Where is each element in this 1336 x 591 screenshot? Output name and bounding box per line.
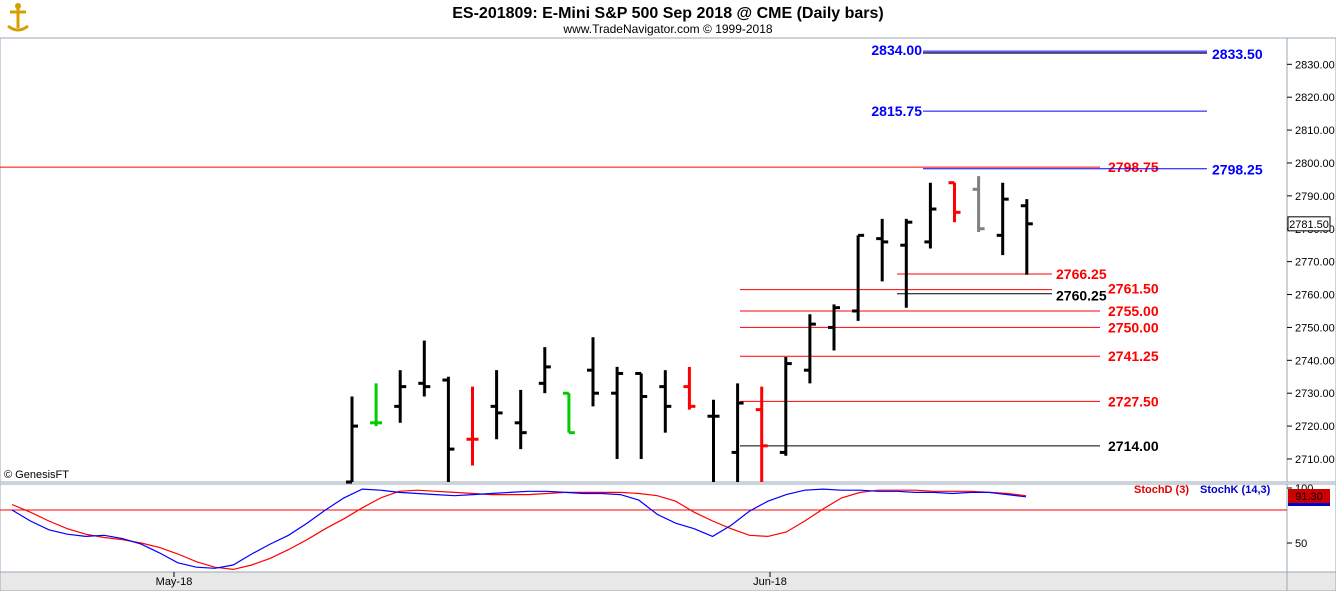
- stoch-last-tag: 91.30: [1288, 489, 1330, 506]
- level-label: 2727.50: [1108, 393, 1159, 409]
- y-tick-label: 2750.00: [1295, 322, 1335, 334]
- legend-stoch-k: StochK (14,3): [1200, 484, 1271, 496]
- stoch-tick-label: 50: [1295, 538, 1307, 550]
- ohlc-bar: [346, 396, 358, 484]
- level-label: 2761.50: [1108, 281, 1159, 297]
- y-tick-label: 2760.00: [1295, 290, 1335, 302]
- ohlc-bar: [828, 304, 840, 351]
- ohlc-bar: [852, 233, 865, 321]
- ohlc-bar: [562, 391, 575, 435]
- stoch-panel: [0, 483, 1288, 573]
- ohlc-bar: [514, 389, 527, 450]
- level-label: 2834.00: [871, 42, 922, 58]
- ohlc-bar: [900, 218, 913, 308]
- level-label: 2714.00: [1108, 438, 1159, 454]
- ohlc-bar: [731, 383, 744, 482]
- stoch-k-line: [11, 488, 1027, 569]
- last-price-label: 2781.50: [1289, 219, 1329, 231]
- stoch-d-line: [11, 489, 1027, 571]
- ohlc-bar: [779, 357, 792, 456]
- y-tick-label: 2820.00: [1295, 92, 1335, 104]
- ohlc-bar: [1020, 199, 1033, 275]
- ohlc-bar: [442, 376, 455, 482]
- y-tick-label: 2790.00: [1295, 191, 1335, 203]
- ohlc-bar: [418, 340, 431, 397]
- ohlc-bar: [466, 386, 479, 466]
- y-tick-label: 2770.00: [1295, 257, 1335, 269]
- logo-icon: [2, 2, 34, 34]
- legend-stoch-d: StochD (3): [1134, 484, 1189, 496]
- price-axis: [1286, 37, 1336, 483]
- ohlc-bar: [683, 366, 696, 410]
- chart-subtitle: www.TradeNavigator.com © 1999-2018: [562, 22, 772, 36]
- level-label: 2750.00: [1108, 319, 1159, 335]
- ohlc-bar: [394, 370, 407, 423]
- level-label: 2741.25: [1108, 348, 1159, 364]
- ohlc-bar: [635, 371, 648, 459]
- ohlc-bar: [803, 314, 816, 384]
- y-tick-label: 2810.00: [1295, 125, 1335, 137]
- scroll-corner: [1286, 571, 1336, 591]
- ohlc-bar: [924, 182, 937, 249]
- ohlc-bar: [587, 337, 599, 407]
- x-label-may: May-18: [156, 576, 193, 588]
- y-tick-label: 2740.00: [1295, 355, 1335, 367]
- stoch-last-label: 91.30: [1295, 491, 1323, 503]
- ohlc-bar: [707, 399, 720, 482]
- ohlc-bar: [659, 370, 672, 433]
- ohlc-bar: [876, 218, 889, 282]
- x-axis-panel: [0, 571, 1288, 591]
- ohlc-bar: [611, 366, 624, 459]
- y-tick-label: 2800.00: [1295, 158, 1335, 170]
- ohlc-bar: [538, 347, 551, 394]
- last-price-tag: 2781.50: [1287, 216, 1331, 232]
- level-label: 2833.50: [1212, 46, 1263, 62]
- ohlc-bar: [948, 181, 961, 223]
- level-label: 2766.25: [1056, 266, 1107, 282]
- level-label: 2760.25: [1056, 288, 1107, 304]
- y-tick-label: 2710.00: [1295, 454, 1335, 466]
- ohlc-bar: [370, 383, 383, 427]
- level-label: 2755.00: [1108, 303, 1159, 319]
- ohlc-bar: [996, 182, 1009, 256]
- ohlc-bar: [490, 370, 503, 440]
- ohlc-bar: [972, 176, 985, 233]
- price-panel: [0, 37, 1288, 483]
- watermark: © GenesisFT: [4, 469, 69, 481]
- level-label: 2815.75: [871, 103, 922, 119]
- chart-title: ES-201809: E-Mini S&P 500 Sep 2018 @ CME…: [452, 5, 883, 22]
- y-tick-label: 2830.00: [1295, 59, 1335, 71]
- level-label: 2798.25: [1212, 162, 1263, 178]
- y-tick-label: 2730.00: [1295, 388, 1335, 400]
- x-label-jun: Jun-18: [753, 576, 787, 588]
- ohlc-bar: [755, 386, 768, 482]
- level-label: 2798.75: [1108, 159, 1159, 175]
- y-tick-label: 2720.00: [1295, 421, 1335, 433]
